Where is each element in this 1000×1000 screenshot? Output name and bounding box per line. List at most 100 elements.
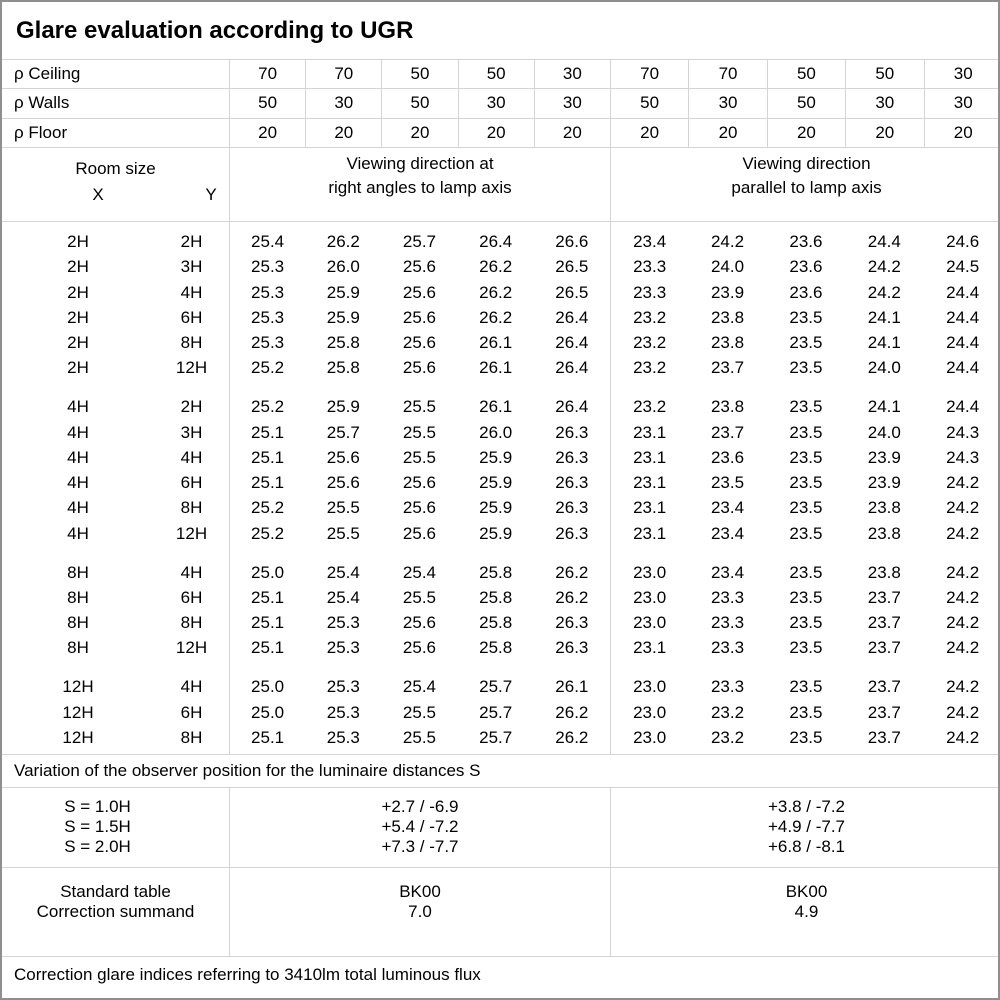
reflectance-row: ρ Ceiling 70 70 50 50 30 70 70 50 50 30 xyxy=(2,60,998,90)
reflectance-value: 50 xyxy=(766,60,845,89)
ugr-value-right-angles: 25.8 xyxy=(326,358,360,378)
ugr-value-parallel: 23.0 xyxy=(609,674,688,700)
reflectance-value: 30 xyxy=(845,89,923,118)
ugr-value-parallel: 23.5 xyxy=(789,587,823,607)
reflectance-value: 50 xyxy=(609,89,688,118)
ugr-value-right-angles: 25.1 xyxy=(229,635,305,661)
column-header-parallel: Viewing direction parallel to lamp axis xyxy=(610,147,998,221)
ugr-value-parallel: 23.5 xyxy=(789,702,823,722)
ugr-value-parallel: 23.4 xyxy=(710,562,745,582)
standard-table-parallel: BK00 4.9 xyxy=(610,867,998,956)
ugr-value-parallel: 24.6 xyxy=(946,231,980,251)
standard-label: Correction summand xyxy=(36,901,195,921)
ugr-value-parallel: 23.5 xyxy=(789,447,823,467)
reflectance-value: 20 xyxy=(381,118,457,147)
ugr-value-right-angles: 25.5 xyxy=(326,498,360,518)
ugr-value-parallel: 24.4 xyxy=(867,231,901,251)
reflectance-label: ρ Walls xyxy=(14,93,70,113)
reflectance-value: 20 xyxy=(457,118,534,147)
ugr-value-right-angles: 25.7 xyxy=(479,727,513,747)
ugr-value-right-angles: 25.1 xyxy=(229,724,305,751)
ugr-value-right-angles: 25.6 xyxy=(402,257,437,277)
variation-note: Variation of the observer position for t… xyxy=(2,755,998,788)
standard-table-labels: Standard table Correction summand xyxy=(2,868,229,956)
ugr-value-right-angles: 26.3 xyxy=(555,523,589,543)
ugr-value-right-angles: 25.5 xyxy=(402,397,437,417)
ugr-value-right-angles: 26.2 xyxy=(479,307,513,327)
room-x-value: 4H xyxy=(67,422,89,442)
ugr-value-right-angles: 25.6 xyxy=(402,613,437,633)
ugr-value-right-angles: 25.5 xyxy=(402,422,437,442)
room-y-value: 6H xyxy=(180,307,203,327)
ugr-value-right-angles: 25.3 xyxy=(326,613,360,633)
ugr-value-right-angles: 25.1 xyxy=(229,470,305,496)
ugr-value-parallel: 24.4 xyxy=(946,307,980,327)
ugr-value-right-angles: 25.5 xyxy=(402,447,437,467)
room-x-value: 2H xyxy=(67,307,89,327)
ugr-value-right-angles: 25.6 xyxy=(326,473,360,493)
room-y-value: 3H xyxy=(180,257,203,277)
ugr-value-right-angles: 25.1 xyxy=(229,610,305,636)
reflectance-label: ρ Ceiling xyxy=(14,64,81,84)
table-spacer xyxy=(2,750,998,754)
reflectance-table: ρ Ceiling 70 70 50 50 30 70 70 50 50 30 ρ Walls 50 30… xyxy=(2,60,998,148)
ugr-value-right-angles: 26.4 xyxy=(479,231,513,251)
ugr-row: 2H 2H 25.4 26.2 25.7 26.4 26.6 23.4 24.2 23.6 24.4… xyxy=(2,228,998,255)
room-y-value: 4H xyxy=(180,447,203,467)
ugr-value-parallel: 23.8 xyxy=(867,523,901,543)
column-header-band: Room size X Y Viewing direction at right… xyxy=(2,147,998,222)
page-title: Glare evaluation according to UGR xyxy=(16,16,414,44)
room-size-label: Room size xyxy=(75,158,156,178)
ugr-value-parallel: 23.8 xyxy=(710,333,745,353)
ugr-value-right-angles: 26.3 xyxy=(555,422,589,442)
room-y-value: 12H xyxy=(175,358,208,378)
ugr-value-right-angles: 26.2 xyxy=(479,282,513,302)
ugr-value-parallel: 23.4 xyxy=(609,228,688,255)
ugr-value-parallel: 24.4 xyxy=(946,358,980,378)
spacer-cell xyxy=(229,750,610,754)
ugr-value-right-angles: 26.3 xyxy=(555,473,589,493)
ugr-value-right-angles: 26.4 xyxy=(555,333,589,353)
s-variation-value: +6.8 / -8.1 xyxy=(767,836,846,856)
ugr-value-parallel: 24.5 xyxy=(946,257,980,277)
ugr-value-parallel: 23.5 xyxy=(789,613,823,633)
ugr-value-parallel: 23.5 xyxy=(789,677,823,697)
ugr-value-right-angles: 26.3 xyxy=(555,498,589,518)
ugr-value-right-angles: 26.2 xyxy=(555,727,589,747)
reflectance-value: 30 xyxy=(688,89,766,118)
y-axis-label: Y xyxy=(205,184,217,204)
reflectance-value: 70 xyxy=(305,60,381,89)
s-distance-labels: S = 1.0H S = 1.5H S = 2.0H xyxy=(2,788,229,867)
ugr-value-parallel: 24.0 xyxy=(867,422,901,442)
room-x-value: 12H xyxy=(62,677,94,697)
ugr-value-right-angles: 25.8 xyxy=(479,587,513,607)
ugr-row: 4H 12H 25.2 25.5 25.6 25.9 26.3 23.1 23.4 23.5 23.… xyxy=(2,520,998,547)
ugr-value-parallel: 23.7 xyxy=(867,638,901,658)
s-variation-value: +4.9 / -7.7 xyxy=(767,816,846,836)
table-spacer xyxy=(2,546,998,560)
ugr-value-right-angles: 25.9 xyxy=(326,307,360,327)
s-variation-value: +5.4 / -7.2 xyxy=(381,816,459,836)
ugr-value-parallel: 24.4 xyxy=(946,282,980,302)
header-line: parallel to lamp axis xyxy=(731,177,882,197)
room-y-value: 8H xyxy=(180,333,203,353)
ugr-value-right-angles: 25.2 xyxy=(229,355,305,381)
ugr-value-right-angles: 25.4 xyxy=(326,587,360,607)
ugr-value-parallel: 24.2 xyxy=(946,587,980,607)
ugr-value-parallel: 24.2 xyxy=(946,562,980,582)
reflectance-value: 20 xyxy=(533,118,610,147)
room-x-value: 12H xyxy=(62,702,94,722)
spacer-cell xyxy=(2,750,229,754)
reflectance-value: 50 xyxy=(381,89,457,118)
ugr-value-right-angles: 25.5 xyxy=(402,702,437,722)
header-line: Viewing direction at xyxy=(346,153,494,173)
footer-note: Correction glare indices referring to 34… xyxy=(14,964,481,984)
ugr-value-parallel: 23.7 xyxy=(710,422,745,442)
ugr-value-parallel: 24.4 xyxy=(946,333,980,353)
ugr-value-right-angles: 26.1 xyxy=(479,358,513,378)
ugr-value-parallel: 23.6 xyxy=(789,282,823,302)
ugr-value-parallel: 23.1 xyxy=(609,419,688,445)
table-spacer xyxy=(2,660,998,675)
ugr-row: 12H 4H 25.0 25.3 25.4 25.7 26.1 23.0 23.3 23.5 23.… xyxy=(2,674,998,700)
ugr-value-parallel: 24.1 xyxy=(867,397,901,417)
